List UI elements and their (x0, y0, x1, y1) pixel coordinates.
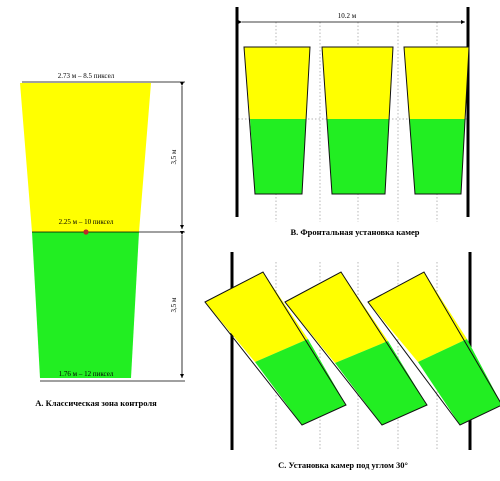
bottom-width-label: 1.76 м – 12 пиксел (59, 370, 114, 378)
upper-height-label: 3,5 м (170, 149, 178, 165)
lower-height-label: 3,5 м (170, 297, 178, 313)
panel-b-frontal-install: 10.2 м B. Фронтальная установка камер (237, 7, 469, 237)
width-label: 10.2 м (338, 12, 357, 20)
frontal-zone-2 (322, 47, 393, 194)
mid-width-label: 2.25 м – 10 пиксел (59, 218, 114, 226)
center-point (83, 229, 88, 234)
frontal-zone-3 (404, 47, 469, 194)
panel-a-caption: А. Классическая зона контроля (35, 398, 157, 408)
frontal-zone-1 (244, 47, 310, 194)
upper-zone-yellow (20, 83, 151, 232)
panel-c-caption: С. Установка камер под углом 30° (278, 460, 408, 470)
panel-c-angled-install: С. Установка камер под углом 30° (205, 252, 500, 470)
top-width-label: 2.73 м – 8.5 пиксел (58, 72, 115, 80)
panel-b-caption: B. Фронтальная установка камер (290, 227, 419, 237)
lower-zone-green (32, 232, 139, 378)
panel-a-classic-zone: 2.73 м – 8.5 пиксел 2.25 м – 10 пиксел 1… (20, 72, 185, 408)
